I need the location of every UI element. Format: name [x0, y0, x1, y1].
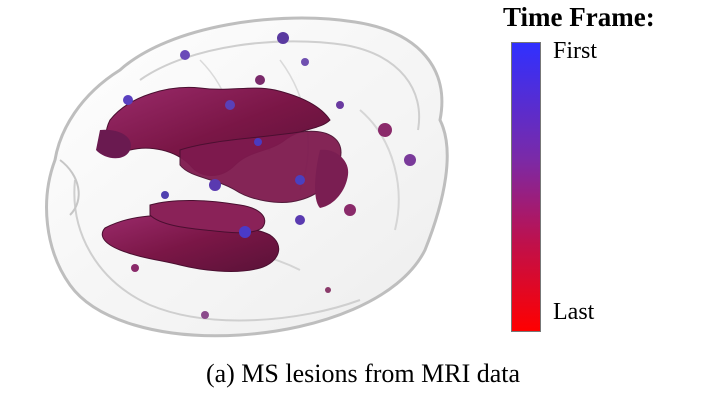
lesion-cluster	[96, 32, 416, 319]
figure-caption: (a) MS lesions from MRI data	[0, 359, 716, 389]
legend-last-label: Last	[553, 299, 595, 325]
caption-text: (a) MS lesions from MRI data	[205, 359, 521, 388]
legend-title: Time Frame:	[503, 2, 655, 32]
legend-first-label: First	[553, 38, 598, 64]
time-frame-color-bar	[511, 42, 541, 332]
